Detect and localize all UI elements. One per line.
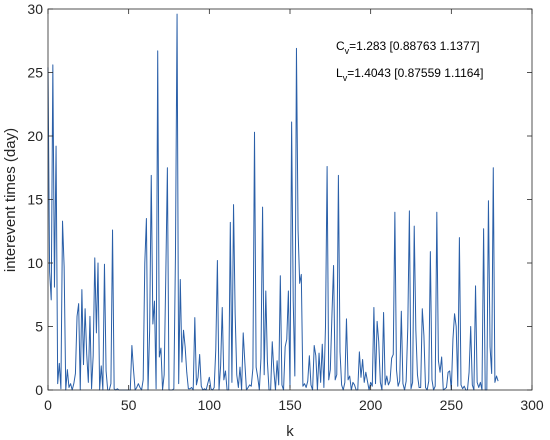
y-tick-label: 30 [27, 1, 43, 17]
annotation-layer: Cv=1.283 [0.88763 1.1377] Lv=1.4043 [0.87… [336, 39, 483, 83]
x-tick-label: 250 [440, 397, 464, 413]
x-tick-label: 0 [44, 397, 52, 413]
x-axis-label: k [286, 423, 294, 440]
y-tick-label: 15 [27, 192, 43, 208]
y-tick-label: 10 [27, 255, 43, 271]
tick-layer: 0 50 100 150 200 250 300 0 5 10 15 20 25 30 [27, 1, 543, 413]
y-tick-label: 5 [35, 319, 43, 335]
x-tick-label: 100 [198, 397, 222, 413]
annotation-cv: Cv=1.283 [0.88763 1.1377] [336, 39, 480, 56]
y-tick-label: 20 [27, 128, 43, 144]
y-axis-label: interevent times (day) [2, 128, 19, 272]
y-tick-label: 0 [35, 382, 43, 398]
annotation-lv: Lv=1.4043 [0.87559 1.1164] [336, 66, 483, 83]
y-tick-label: 25 [27, 65, 43, 81]
x-tick-label: 150 [278, 397, 302, 413]
x-tick-label: 300 [520, 397, 544, 413]
x-tick-label: 200 [359, 397, 383, 413]
x-tick-label: 50 [121, 397, 137, 413]
